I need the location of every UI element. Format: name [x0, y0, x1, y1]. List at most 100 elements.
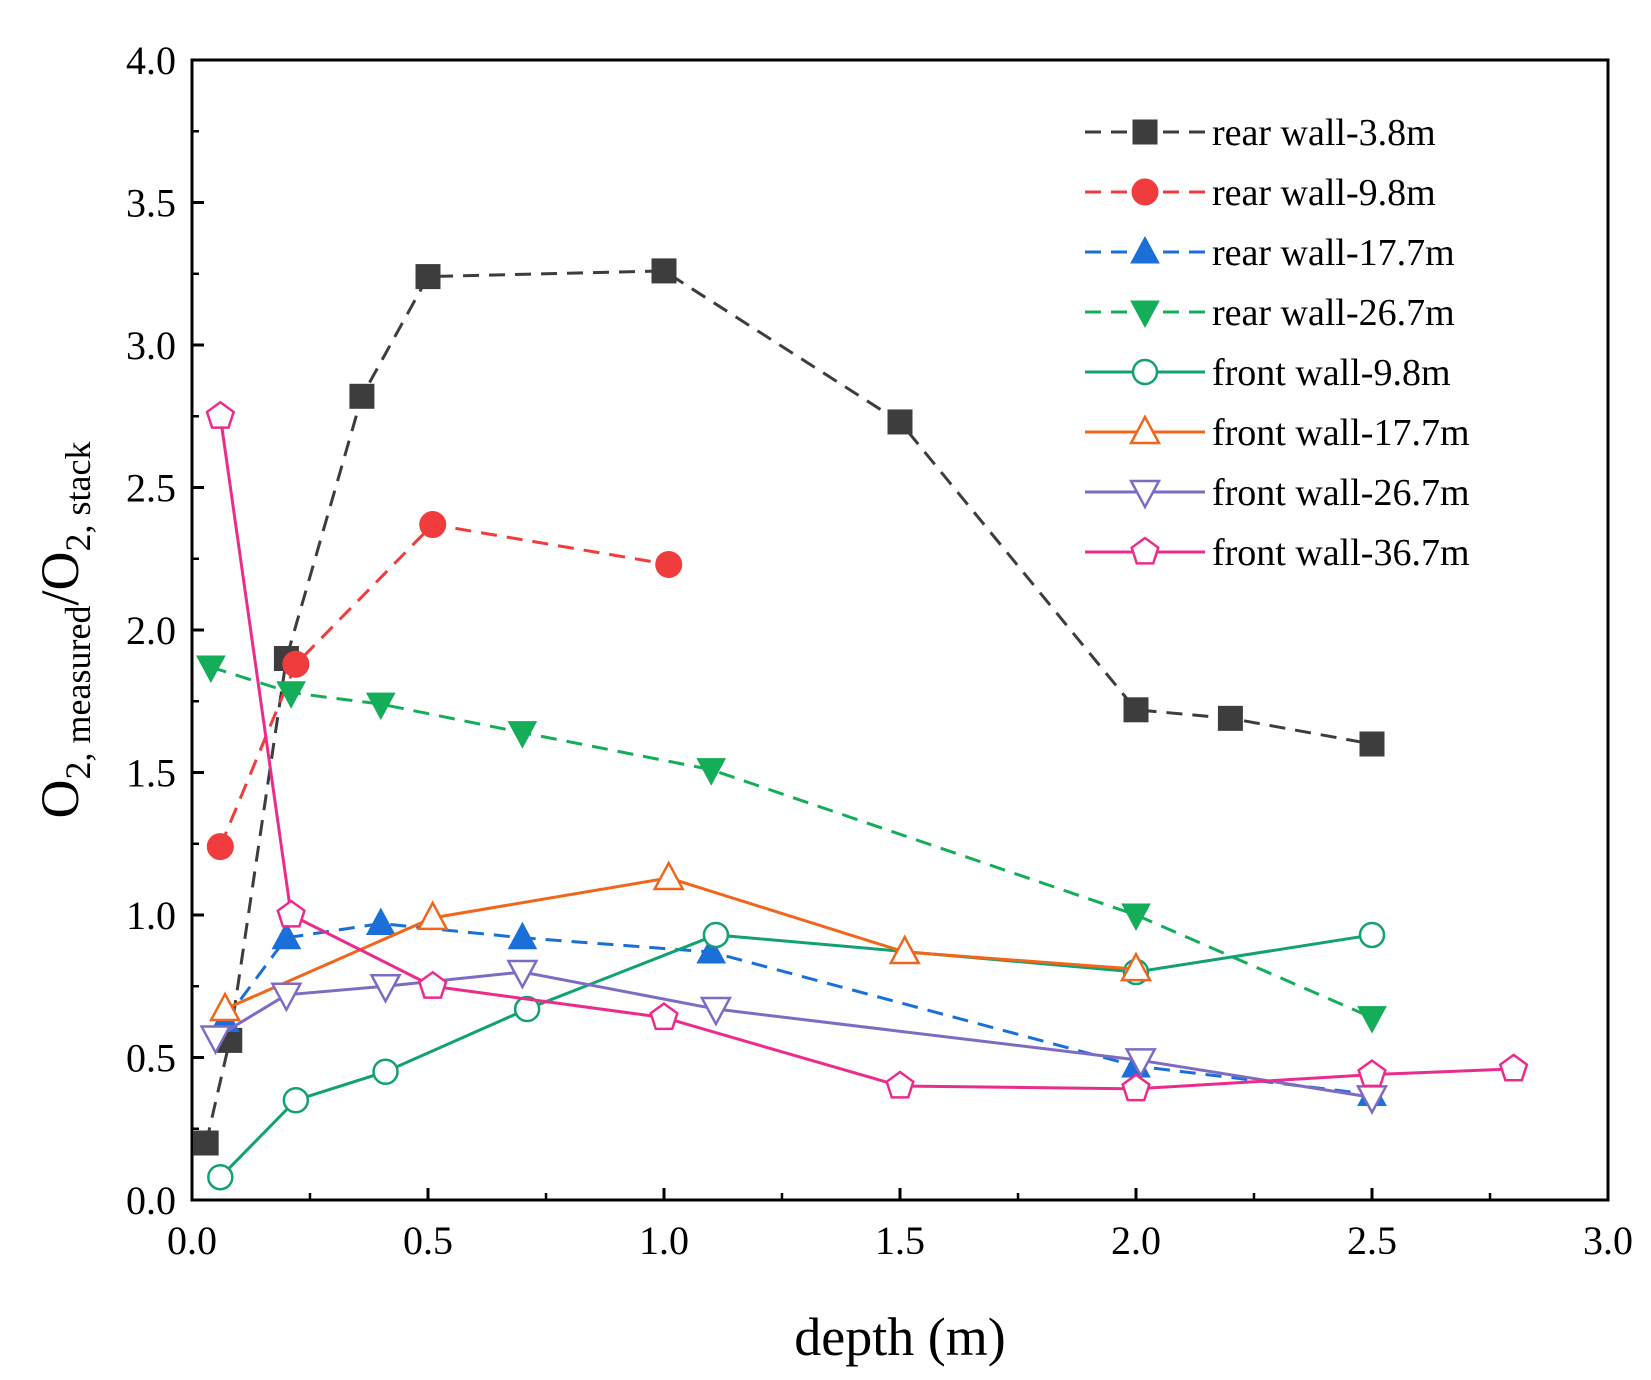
data-point-front-wall-9-8m	[1358, 921, 1386, 949]
data-point-front-wall-26-7m	[369, 974, 402, 1004]
series-front-wall-26-7m	[199, 959, 1389, 1116]
series-rear-wall-3-8m	[193, 258, 1385, 1156]
data-point-front-wall-9-8m	[282, 1087, 310, 1114]
data-point-front-wall-9-8m	[372, 1058, 399, 1085]
series-line-front-wall-36-7m	[218, 416, 1514, 1091]
data-point-front-wall-36-7m	[276, 899, 306, 928]
data-point-front-wall-17-7m	[1119, 951, 1153, 982]
y-axis-title-sub2: 2, stack	[58, 442, 98, 552]
legend-label-front-wall-9-8m: front wall-9.8m	[1212, 352, 1451, 394]
legend-item-rear-wall-3-8m: rear wall-3.8m	[1085, 112, 1436, 154]
series-rear-wall-26-7m	[196, 655, 1387, 1034]
legend-item-front-wall-26-7m: front wall-26.7m	[1085, 472, 1470, 514]
data-point-rear-wall-17-7m	[696, 935, 727, 964]
legend-item-front-wall-36-7m: front wall-36.7m	[1085, 532, 1470, 574]
legend-item-rear-wall-9-8m: rear wall-9.8m	[1085, 172, 1436, 214]
data-point-rear-wall-9-8m	[655, 550, 683, 578]
y-tick-label: 0.0	[126, 1178, 176, 1223]
data-point-rear-wall-3-8m	[887, 409, 913, 435]
data-point-front-wall-9-8m	[513, 995, 541, 1023]
data-point-front-wall-26-7m	[506, 959, 539, 990]
legend-marker-front-wall-36-7m	[1130, 536, 1160, 565]
x-axis-title: depth (m)	[794, 1307, 1005, 1367]
legend: rear wall-3.8m rear wall-9.8m rear wall-17…	[1085, 112, 1470, 574]
data-point-front-wall-36-7m	[417, 970, 448, 999]
data-point-rear-wall-26-7m	[1121, 903, 1151, 932]
legend-item-front-wall-9-8m: front wall-9.8m	[1085, 352, 1451, 394]
data-point-rear-wall-3-8m	[193, 1130, 219, 1156]
y-axis-title-base: O	[30, 779, 90, 818]
y-tick-label: 1.0	[126, 893, 176, 938]
legend-item-rear-wall-17-7m: rear wall-17.7m	[1085, 232, 1455, 274]
data-point-rear-wall-3-8m	[651, 258, 677, 284]
y-axis-title: O2, measured/O2, stack	[30, 442, 98, 819]
x-tick-label: 1.5	[875, 1218, 925, 1263]
legend-marker-rear-wall-26-7m	[1130, 300, 1160, 329]
y-axis-title-slash: /O	[30, 552, 90, 606]
legend-marker-rear-wall-3-8m	[1132, 119, 1158, 145]
series-rear-wall-9-8m	[206, 511, 683, 861]
data-point-rear-wall-26-7m	[276, 681, 306, 709]
series-layer	[193, 258, 1529, 1191]
data-point-front-wall-26-7m	[270, 982, 303, 1013]
y-tick-label: 1.5	[126, 751, 176, 796]
series-front-wall-36-7m	[205, 400, 1529, 1102]
plot-frame	[190, 58, 1610, 1202]
data-point-rear-wall-26-7m	[507, 721, 538, 749]
legend-marker-rear-wall-17-7m	[1130, 235, 1160, 264]
data-point-rear-wall-17-7m	[365, 907, 396, 936]
y-axis-title-sub1: 2, measured	[58, 606, 98, 780]
legend-label-front-wall-26-7m: front wall-26.7m	[1212, 472, 1470, 514]
data-point-front-wall-36-7m	[1357, 1059, 1387, 1088]
legend-label-rear-wall-26-7m: rear wall-26.7m	[1212, 292, 1455, 334]
data-point-front-wall-9-8m	[702, 921, 730, 949]
data-point-front-wall-36-7m	[1498, 1053, 1529, 1082]
legend-label-rear-wall-3-8m: rear wall-3.8m	[1212, 112, 1436, 154]
series-front-wall-17-7m	[208, 860, 1153, 1022]
legend-marker-front-wall-17-7m	[1128, 414, 1162, 445]
data-point-rear-wall-26-7m	[696, 758, 727, 786]
data-point-front-wall-36-7m	[1121, 1073, 1151, 1102]
y-tick-label: 4.0	[126, 38, 176, 83]
y-tick-label: 3.5	[126, 181, 176, 226]
legend-marker-rear-wall-9-8m	[1131, 178, 1159, 206]
data-point-front-wall-17-7m	[208, 991, 242, 1022]
data-point-front-wall-26-7m	[699, 996, 733, 1027]
data-point-rear-wall-3-8m	[1123, 697, 1149, 723]
data-point-front-wall-36-7m	[885, 1070, 915, 1099]
y-tick-label: 0.5	[126, 1036, 176, 1081]
data-point-rear-wall-17-7m	[507, 921, 538, 950]
y-tick-label: 3.0	[126, 323, 176, 368]
legend-item-rear-wall-26-7m: rear wall-26.7m	[1085, 292, 1455, 334]
y-tick-label: 2.0	[126, 608, 176, 653]
x-tick-label: 0.0	[167, 1218, 217, 1263]
legend-label-rear-wall-17-7m: rear wall-17.7m	[1212, 232, 1455, 274]
x-tick-label: 3.0	[1583, 1218, 1633, 1263]
legend-marker-front-wall-9-8m	[1131, 358, 1159, 386]
data-point-front-wall-26-7m	[199, 1025, 232, 1056]
data-point-rear-wall-3-8m	[1359, 731, 1385, 757]
data-point-rear-wall-26-7m	[196, 655, 226, 684]
data-point-rear-wall-3-8m	[349, 383, 375, 409]
series-line-rear-wall-26-7m	[210, 665, 1373, 1019]
data-point-front-wall-9-8m	[207, 1163, 234, 1191]
data-point-front-wall-17-7m	[888, 934, 921, 965]
data-point-rear-wall-17-7m	[271, 921, 302, 950]
data-point-rear-wall-9-8m	[206, 833, 234, 861]
data-point-rear-wall-9-8m	[419, 511, 447, 539]
data-point-rear-wall-3-8m	[415, 264, 441, 290]
ticks-layer: 0.0 0.5 1.0 1.5 2.0 2.5 3.0 0.0 0.5 1.0 1.5 2.0 2.5 3…	[126, 38, 1633, 1263]
legend-marker-front-wall-26-7m	[1128, 479, 1162, 510]
data-point-rear-wall-26-7m	[1357, 1006, 1387, 1034]
x-tick-label: 2.0	[1111, 1218, 1161, 1263]
series-line-rear-wall-3-8m	[204, 269, 1373, 1144]
data-point-front-wall-36-7m	[649, 1002, 679, 1031]
y-tick-label: 2.5	[126, 466, 176, 511]
x-tick-label: 0.5	[403, 1218, 453, 1263]
legend-label-front-wall-17-7m: front wall-17.7m	[1212, 412, 1470, 454]
data-point-rear-wall-3-8m	[1217, 705, 1243, 731]
data-point-front-wall-17-7m	[416, 900, 449, 931]
legend-label-front-wall-36-7m: front wall-36.7m	[1212, 532, 1470, 574]
legend-label-rear-wall-9-8m: rear wall-9.8m	[1212, 172, 1436, 214]
